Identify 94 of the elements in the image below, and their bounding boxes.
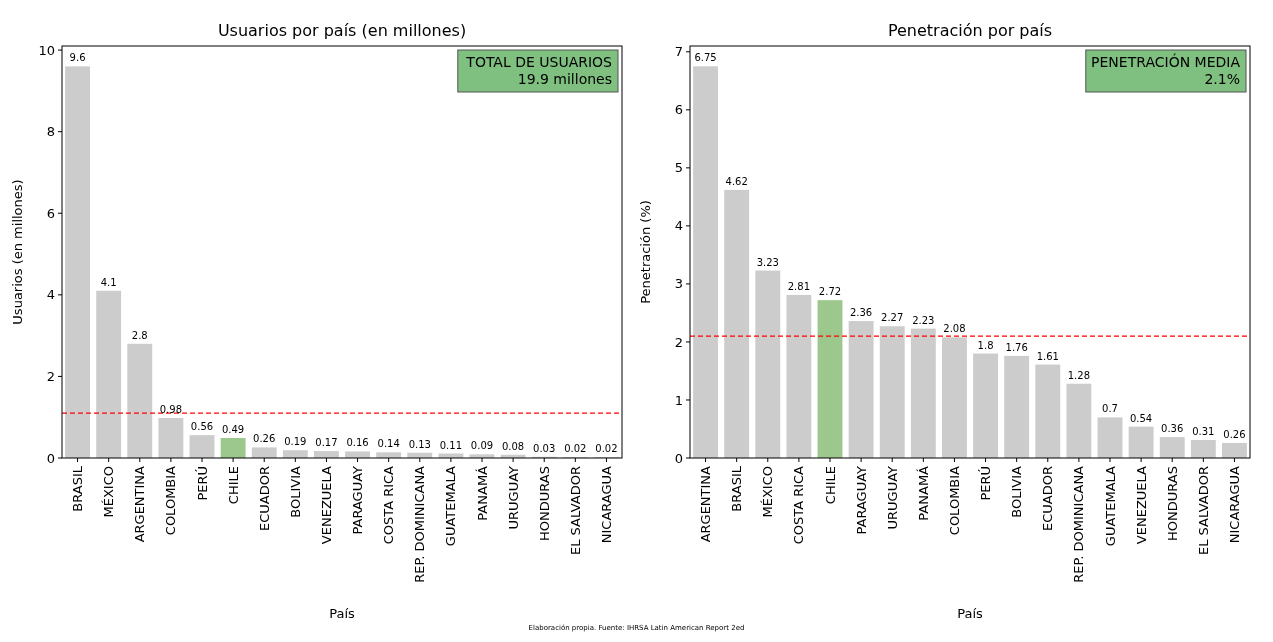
x-tick-label: PARAGUAY [350, 465, 366, 535]
data-label: 0.17 [315, 437, 338, 449]
y-axis-title: Usuarios (en millones) [10, 179, 25, 325]
data-label: 2.72 [818, 286, 842, 298]
x-tick-label: COLOMBIA [163, 465, 179, 536]
data-label: 0.19 [284, 436, 307, 448]
x-tick-label: MÉXICO [101, 466, 117, 518]
x-tick-label: GUATEMALA [443, 465, 459, 547]
data-label: 1.8 [977, 339, 994, 351]
x-tick-label: COLOMBIA [946, 465, 962, 536]
x-tick-label: EL SALVADOR [567, 466, 583, 556]
y-tick-label: 2 [46, 368, 55, 384]
x-tick-label: PARAGUAY [853, 465, 869, 535]
data-label: 0.54 [1129, 412, 1153, 424]
y-tick-label: 7 [674, 44, 683, 60]
x-tick-label: PERÚ [978, 466, 994, 501]
data-label: 4.1 [100, 276, 117, 288]
data-label: 1.76 [1005, 341, 1028, 353]
annotation: TOTAL DE USUARIOS 19.9 millones [465, 54, 613, 87]
data-label: 0.7 [1102, 403, 1118, 415]
data-label: 9.6 [69, 52, 86, 64]
y-tick-label: 4 [674, 218, 683, 234]
x-tick-label: ARGENTINA [698, 465, 714, 543]
data-label: 0.26 [253, 433, 276, 445]
data-label: 2.36 [849, 307, 873, 319]
data-label: 0.13 [408, 438, 431, 450]
x-tick-label: ECUADOR [1040, 466, 1056, 531]
data-label: 0.49 [221, 424, 245, 436]
y-tick-label: 4 [46, 287, 55, 303]
y-axis-title: Penetración (%) [638, 200, 653, 304]
x-tick-label: HONDURAS [1164, 466, 1180, 541]
data-label: 2.81 [787, 280, 811, 292]
data-label: 0.16 [346, 437, 369, 449]
x-tick-label: PANAMÁ [474, 465, 490, 521]
x-axis-title: País [329, 606, 356, 621]
x-tick-label: PANAMÁ [915, 465, 931, 521]
x-tick-label: CHILE [822, 466, 838, 505]
x-tick-label: NICARAGUA [598, 465, 614, 544]
y-tick-label: 8 [46, 124, 55, 140]
x-tick-label: URUGUAY [505, 465, 521, 530]
x-tick-label: CHILE [225, 466, 241, 505]
data-label: 2.27 [881, 312, 904, 324]
x-tick-label: URUGUAY [884, 465, 900, 530]
data-label: 2.8 [131, 329, 148, 341]
x-tick-label: BRASIL [70, 465, 86, 512]
data-label: 0.08 [501, 440, 525, 452]
x-tick-label: REP. DOMINICANA [412, 465, 428, 583]
data-label: 0.11 [439, 439, 463, 451]
data-label: 0.02 [595, 443, 618, 455]
data-label: 0.31 [1192, 426, 1215, 438]
y-tick-label: 0 [674, 450, 683, 466]
data-label: 0.36 [1161, 423, 1184, 435]
x-tick-label: BOLIVIA [1009, 465, 1025, 518]
data-label: 2.23 [912, 314, 935, 326]
data-label: 0.09 [470, 440, 494, 452]
y-tick-label: 3 [674, 276, 683, 292]
data-label: 0.56 [190, 421, 214, 433]
x-tick-label: COSTA RICA [791, 465, 807, 545]
x-tick-label: VENEZUELA [318, 465, 334, 545]
annotation: PENETRACIÓN MEDIA 2.1% [1091, 53, 1241, 87]
x-tick-label: VENEZUELA [1133, 465, 1149, 545]
data-label: 3.23 [756, 256, 779, 268]
data-label: 1.28 [1067, 369, 1091, 381]
y-tick-label: 6 [674, 102, 683, 118]
x-axis-title: País [957, 606, 984, 621]
x-tick-label: REP. DOMINICANA [1071, 465, 1087, 583]
x-tick-label: EL SALVADOR [1195, 466, 1211, 556]
y-tick-label: 6 [46, 205, 55, 221]
y-tick-label: 0 [46, 450, 55, 466]
x-tick-label: BRASIL [729, 465, 745, 512]
data-label: 4.62 [725, 175, 748, 187]
x-tick-label: BOLIVIA [287, 465, 303, 518]
x-tick-label: HONDURAS [536, 466, 552, 541]
x-tick-label: PERÚ [194, 466, 210, 501]
data-label: 2.08 [943, 323, 966, 335]
data-label: 1.61 [1036, 350, 1059, 362]
chart-title: Penetración por país [887, 21, 1053, 40]
x-tick-label: MÉXICO [760, 466, 776, 518]
data-label: 0.02 [564, 443, 587, 455]
data-label: 0.98 [159, 404, 183, 416]
x-tick-label: ARGENTINA [132, 465, 148, 543]
x-tick-label: GUATEMALA [1102, 465, 1118, 547]
y-tick-label: 1 [674, 392, 683, 408]
y-tick-label: 2 [674, 334, 683, 350]
chart-title: Usuarios por país (en millones) [217, 21, 467, 40]
data-label: 0.26 [1223, 428, 1246, 440]
data-label: 0.14 [377, 438, 400, 450]
data-label: 6.75 [694, 52, 717, 64]
x-tick-label: ECUADOR [256, 466, 272, 531]
y-tick-label: 10 [38, 42, 55, 58]
y-tick-label: 5 [674, 160, 683, 176]
x-tick-label: COSTA RICA [381, 465, 397, 545]
x-tick-label: NICARAGUA [1226, 465, 1242, 544]
data-label: 0.03 [533, 442, 556, 454]
